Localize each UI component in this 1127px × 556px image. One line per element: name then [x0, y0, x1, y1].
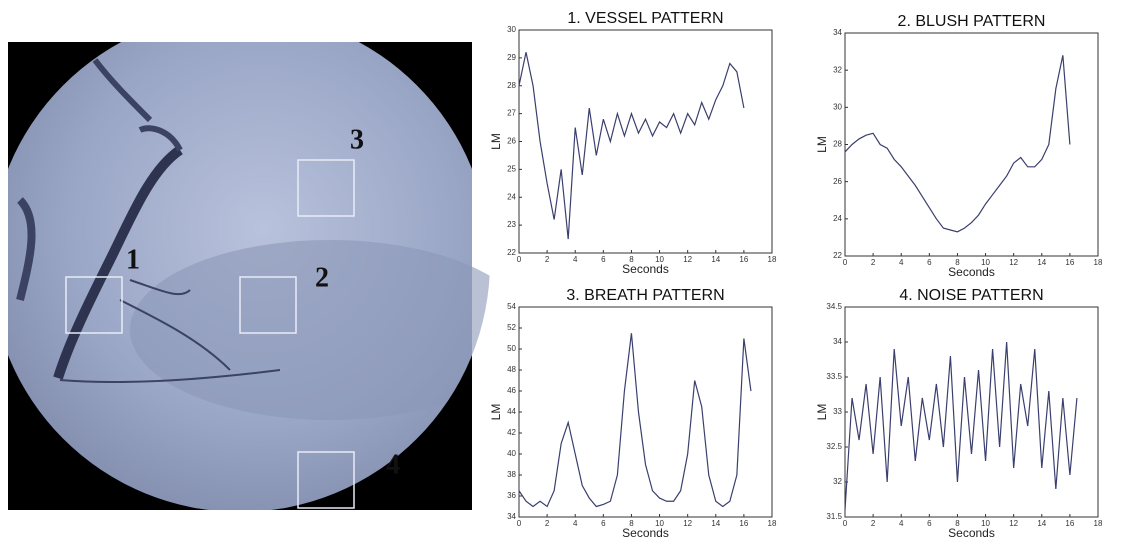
y-axis-label: LM [489, 404, 503, 421]
y-tick-label: 32 [833, 65, 842, 74]
y-tick-label: 29 [507, 53, 516, 62]
x-tick-label: 0 [843, 519, 848, 528]
y-tick-label: 30 [507, 25, 516, 34]
x-tick-label: 4 [899, 258, 904, 267]
x-tick-label: 12 [683, 519, 692, 528]
y-tick-label: 26 [507, 137, 516, 146]
roi-label: 2 [315, 262, 329, 293]
y-tick-label: 34.5 [826, 302, 842, 311]
y-axis-label: LM [815, 136, 829, 153]
y-tick-label: 28 [833, 140, 842, 149]
x-tick-label: 2 [871, 258, 876, 267]
x-tick-label: 6 [927, 258, 932, 267]
y-tick-label: 32.5 [826, 442, 842, 451]
y-axis-label: LM [815, 404, 829, 421]
x-tick-label: 4 [573, 255, 578, 264]
chart-title: 2. BLUSH PATTERN [898, 13, 1046, 30]
x-tick-label: 12 [1009, 519, 1018, 528]
x-tick-label: 0 [517, 519, 522, 528]
x-tick-label: 2 [545, 519, 550, 528]
roi-label: 1 [126, 244, 140, 275]
y-tick-label: 34 [833, 28, 842, 37]
y-tick-label: 54 [507, 302, 516, 311]
x-axis-label: Seconds [622, 526, 669, 540]
y-tick-label: 32 [833, 477, 842, 486]
x-axis-label: Seconds [948, 526, 995, 540]
y-tick-label: 30 [833, 102, 842, 111]
x-tick-label: 12 [683, 255, 692, 264]
y-tick-label: 48 [507, 365, 516, 374]
y-tick-label: 27 [507, 109, 516, 118]
x-axis-label: Seconds [948, 265, 995, 279]
x-tick-label: 12 [1009, 258, 1018, 267]
plot-frame [519, 30, 772, 253]
x-tick-label: 2 [545, 255, 550, 264]
x-tick-label: 6 [601, 519, 606, 528]
figure: 1 2 3 4 02468101214161822232425262728293… [0, 0, 1127, 556]
y-tick-label: 31.5 [826, 512, 842, 521]
y-tick-label: 23 [507, 220, 516, 229]
x-tick-label: 18 [1094, 258, 1103, 267]
y-tick-label: 34 [833, 337, 842, 346]
x-tick-label: 14 [711, 519, 720, 528]
y-tick-label: 34 [507, 512, 516, 521]
chart-title: 3. BREATH PATTERN [566, 287, 724, 304]
angiogram: 1 2 3 4 [8, 42, 530, 510]
y-tick-label: 38 [507, 470, 516, 479]
chart-title: 4. NOISE PATTERN [899, 287, 1043, 304]
y-tick-label: 25 [507, 164, 516, 173]
x-tick-label: 14 [1037, 519, 1046, 528]
x-tick-label: 16 [739, 519, 748, 528]
y-tick-label: 24 [507, 192, 516, 201]
y-tick-label: 22 [507, 248, 516, 257]
x-axis-label: Seconds [622, 262, 669, 276]
y-tick-label: 33.5 [826, 372, 842, 381]
y-tick-label: 44 [507, 407, 516, 416]
x-tick-label: 6 [601, 255, 606, 264]
y-tick-label: 40 [507, 449, 516, 458]
y-tick-label: 50 [507, 344, 516, 353]
x-tick-label: 0 [517, 255, 522, 264]
roi-label: 3 [350, 124, 364, 155]
y-tick-label: 24 [833, 214, 842, 223]
y-tick-label: 52 [507, 323, 516, 332]
x-tick-label: 4 [573, 519, 578, 528]
y-axis-label: LM [489, 133, 503, 150]
x-tick-label: 2 [871, 519, 876, 528]
x-tick-label: 18 [1094, 519, 1103, 528]
y-tick-label: 28 [507, 81, 516, 90]
x-tick-label: 18 [768, 519, 777, 528]
y-tick-label: 42 [507, 428, 516, 437]
y-tick-label: 26 [833, 177, 842, 186]
y-tick-label: 46 [507, 386, 516, 395]
x-tick-label: 16 [1065, 258, 1074, 267]
x-tick-label: 16 [739, 255, 748, 264]
x-tick-label: 14 [1037, 258, 1046, 267]
x-tick-label: 18 [768, 255, 777, 264]
y-tick-label: 33 [833, 407, 842, 416]
x-tick-label: 0 [843, 258, 848, 267]
x-tick-label: 16 [1065, 519, 1074, 528]
x-tick-label: 6 [927, 519, 932, 528]
roi-label: 4 [386, 449, 400, 480]
y-tick-label: 22 [833, 251, 842, 260]
x-tick-label: 4 [899, 519, 904, 528]
chart-title: 1. VESSEL PATTERN [567, 10, 723, 27]
y-tick-label: 36 [507, 491, 516, 500]
x-tick-label: 14 [711, 255, 720, 264]
